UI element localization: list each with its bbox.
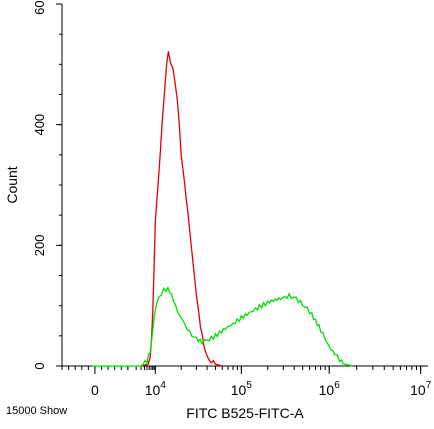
series-group <box>91 51 353 367</box>
series-line-2 <box>91 286 353 367</box>
x-tick-label: 105 <box>231 380 253 398</box>
x-tick-label: 107 <box>410 380 432 398</box>
x-axis-label: FITC B525-FITC-A <box>186 405 304 421</box>
y-tick-label: 400 <box>32 114 47 136</box>
x-axis: 0 104 105 106 107 <box>61 365 432 398</box>
plot-area <box>62 4 428 366</box>
y-axis-label: Count <box>4 166 20 203</box>
footer-note: 15000 Show <box>6 405 67 417</box>
y-axis: 0 200 400 600 <box>32 0 63 370</box>
x-tick-label: 0 <box>91 382 99 398</box>
x-tick-label: 104 <box>145 380 167 398</box>
x-tick-label: 106 <box>319 380 341 398</box>
y-tick-label: 0 <box>32 362 47 369</box>
series-line-1 <box>140 51 223 367</box>
y-tick-label: 600 <box>32 0 47 15</box>
y-tick-label: 200 <box>32 234 47 256</box>
